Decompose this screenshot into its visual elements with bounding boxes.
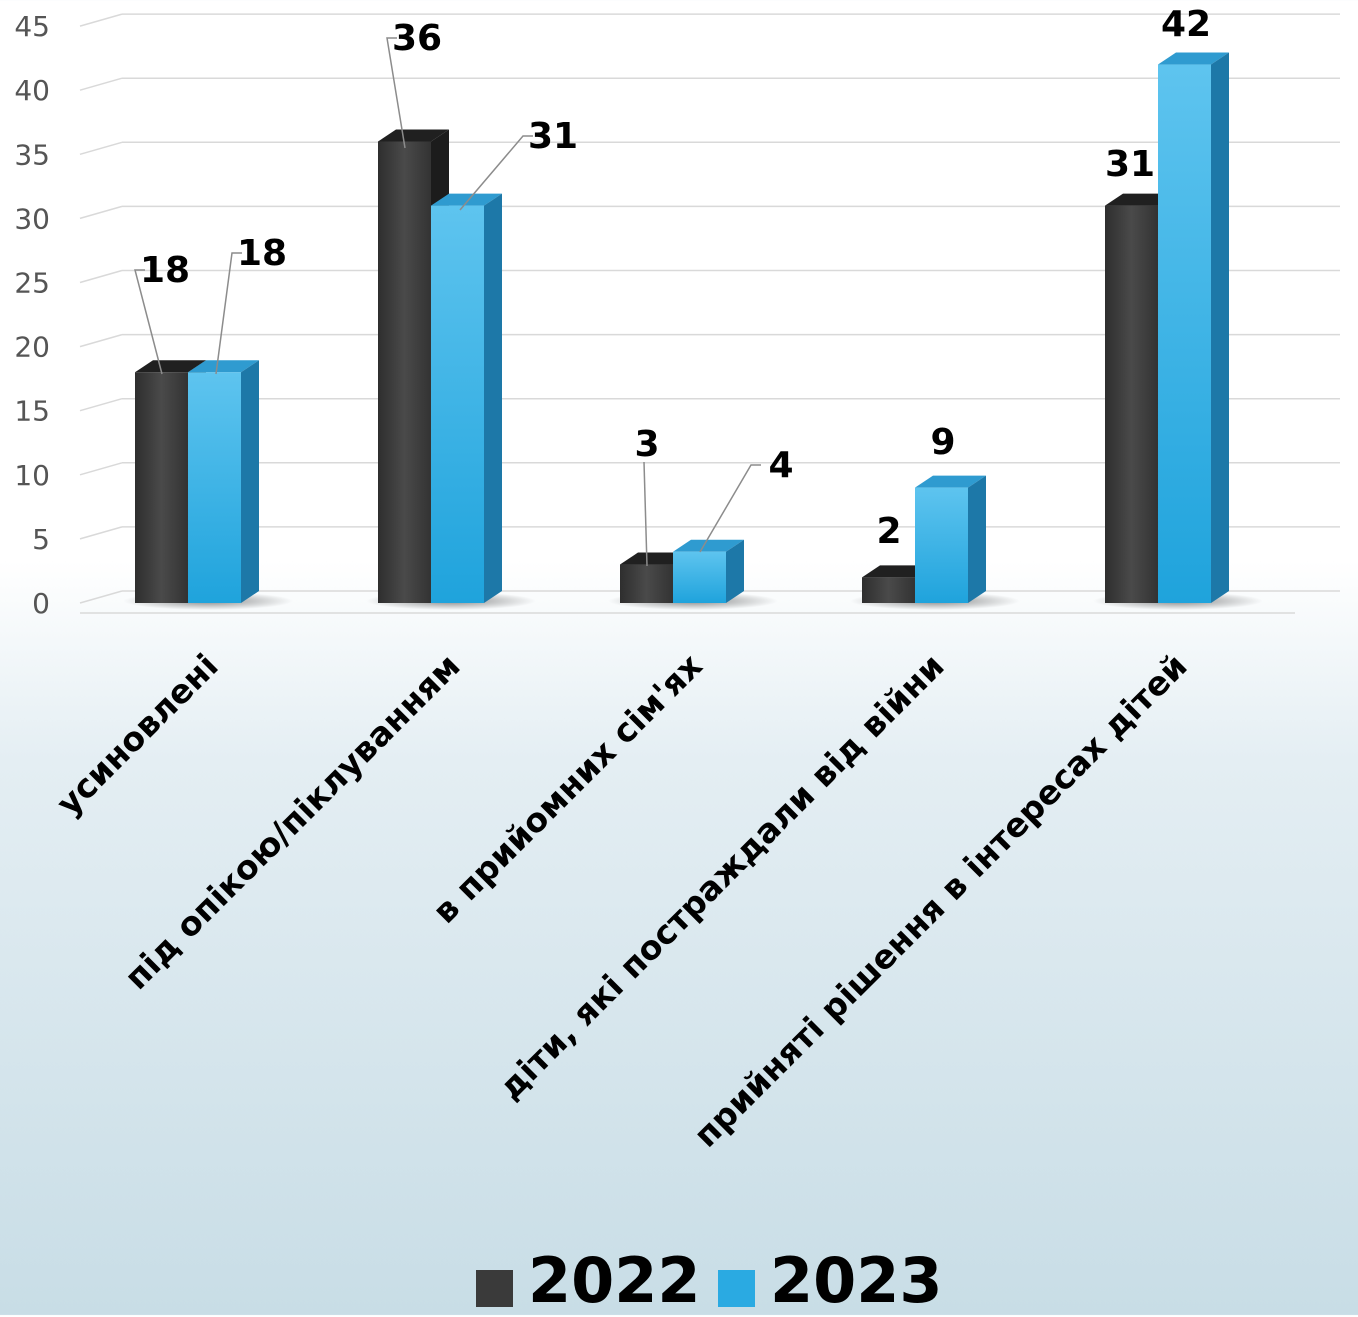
- bar-side-2023: [484, 193, 502, 603]
- bar-top-2023: [188, 360, 259, 373]
- gridline-diagonal: [79, 462, 123, 476]
- data-label-2023: 4: [768, 445, 793, 486]
- gridline-diagonal: [79, 205, 123, 220]
- bar-side-2023: [1211, 52, 1229, 604]
- legend-swatch-2023: [718, 1270, 755, 1307]
- bar-2023: [915, 487, 968, 603]
- legend-label-2023: 2023: [770, 1244, 943, 1317]
- leader-line: [459, 135, 533, 211]
- data-label-2023: 42: [1161, 4, 1211, 45]
- legend-item-2023: 2023: [718, 1244, 943, 1317]
- bar-top-2023: [915, 475, 986, 488]
- bar-2023: [673, 551, 726, 603]
- y-tick-label: 20: [14, 331, 50, 364]
- y-tick-label: 0: [32, 587, 50, 620]
- leader-line: [134, 269, 163, 375]
- y-tick-label: 25: [14, 267, 50, 300]
- legend: 2022 2023: [0, 1244, 1358, 1317]
- y-tick-label: 30: [14, 202, 50, 235]
- bar-2023: [431, 205, 484, 603]
- data-label-2023: 9: [930, 422, 955, 463]
- legend-swatch-2022: [476, 1270, 513, 1307]
- bar-top-2023: [1158, 52, 1229, 65]
- bar-2022: [378, 141, 431, 604]
- y-tick-label: 35: [14, 138, 50, 171]
- data-label-2022: 18: [140, 250, 190, 291]
- category-label: прийняті рішення в інтересах дітей: [686, 646, 1195, 1155]
- bar-2022: [1105, 205, 1158, 603]
- gridline-diagonal: [79, 397, 123, 412]
- gridline-diagonal: [79, 77, 123, 91]
- data-label-2022: 36: [392, 18, 442, 59]
- data-label-2022: 2: [876, 511, 901, 552]
- y-tick-label: 45: [14, 10, 50, 43]
- bar-side-2023: [726, 539, 744, 603]
- data-labels: 18 36 3 2 31 18 31 4 9 42: [134, 4, 1211, 567]
- data-label-2023: 18: [237, 233, 287, 274]
- y-axis: 0 5 10 15 20 25 30 35 40 45: [14, 10, 50, 620]
- leader-line: [386, 37, 406, 149]
- y-tick-label: 5: [32, 523, 50, 556]
- gridline-diagonal: [79, 333, 123, 348]
- legend-item-2022: 2022: [476, 1244, 701, 1317]
- y-tick-label: 10: [14, 459, 50, 492]
- bar-top-2022: [135, 360, 206, 373]
- bar-2023: [1158, 64, 1211, 603]
- bar-top-2023: [673, 539, 744, 552]
- bar-2023: [188, 372, 241, 603]
- gridline-diagonal: [79, 269, 123, 284]
- legend-label-2022: 2022: [528, 1244, 701, 1317]
- y-tick-label: 40: [14, 74, 50, 107]
- leader-line: [699, 464, 761, 553]
- bar-top-2022: [378, 129, 449, 142]
- bar-2022: [862, 577, 915, 603]
- bar-top-2023: [431, 193, 502, 206]
- category-label: в прийомних сім'ях: [425, 646, 710, 931]
- bar-chart: 0 5 10 15 20 25 30 35 40 45 18 36 3 2 31 18 31 4 9 42 усин…: [14, 4, 1340, 1155]
- data-label-2023: 31: [528, 116, 578, 157]
- gridline-diagonal: [79, 13, 123, 27]
- gridline-diagonal: [79, 526, 123, 540]
- category-label: діти, які постраждали від війни: [491, 646, 952, 1107]
- gridline-diagonal: [79, 141, 123, 156]
- bar-side-2023: [241, 360, 259, 603]
- data-label-2022: 3: [634, 424, 659, 465]
- leader-line: [643, 461, 648, 567]
- bar-2022: [135, 372, 188, 603]
- gridline-diagonal: [79, 590, 123, 604]
- leader-line: [215, 252, 242, 375]
- category-label: усиновлені: [49, 646, 226, 823]
- bars: [135, 52, 1229, 604]
- bar-2022: [620, 564, 673, 603]
- y-tick-label: 15: [14, 395, 50, 428]
- bar-side-2023: [968, 475, 986, 603]
- data-label-2022: 31: [1105, 144, 1155, 185]
